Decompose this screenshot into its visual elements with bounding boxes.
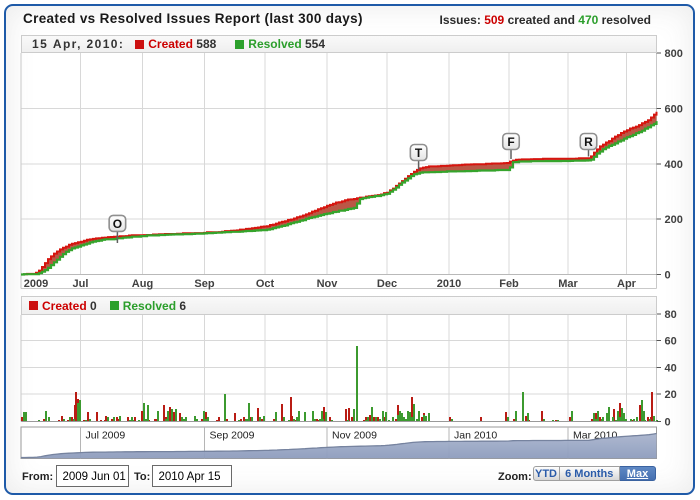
- svg-text:0: 0: [665, 270, 671, 282]
- svg-text:Mar: Mar: [558, 278, 578, 290]
- svg-text:Apr: Apr: [617, 278, 637, 290]
- svg-text:Jan 2010: Jan 2010: [454, 430, 497, 442]
- svg-text:Aug: Aug: [132, 278, 153, 290]
- svg-text:800: 800: [665, 48, 683, 60]
- svg-text:Nov 2009: Nov 2009: [332, 430, 377, 442]
- svg-text:T: T: [415, 146, 423, 160]
- svg-text:Feb: Feb: [499, 278, 519, 290]
- svg-text:2009: 2009: [24, 278, 48, 290]
- svg-text:20: 20: [665, 389, 677, 401]
- svg-text:Jul 2009: Jul 2009: [86, 430, 126, 442]
- svg-text:Sep: Sep: [194, 278, 214, 290]
- svg-text:O: O: [113, 217, 122, 231]
- svg-text:40: 40: [665, 362, 677, 374]
- svg-text:Sep 2009: Sep 2009: [210, 430, 255, 442]
- svg-text:F: F: [507, 135, 514, 149]
- svg-text:Jul: Jul: [73, 278, 89, 290]
- svg-text:2010: 2010: [437, 278, 461, 290]
- svg-text:80: 80: [665, 309, 677, 321]
- svg-text:60: 60: [665, 336, 677, 348]
- svg-text:Nov: Nov: [317, 278, 339, 290]
- svg-text:400: 400: [665, 159, 683, 171]
- svg-text:Oct: Oct: [256, 278, 275, 290]
- svg-text:200: 200: [665, 214, 683, 226]
- svg-text:0: 0: [665, 416, 671, 428]
- svg-text:Dec: Dec: [377, 278, 397, 290]
- svg-text:R: R: [584, 135, 593, 149]
- svg-text:600: 600: [665, 103, 683, 115]
